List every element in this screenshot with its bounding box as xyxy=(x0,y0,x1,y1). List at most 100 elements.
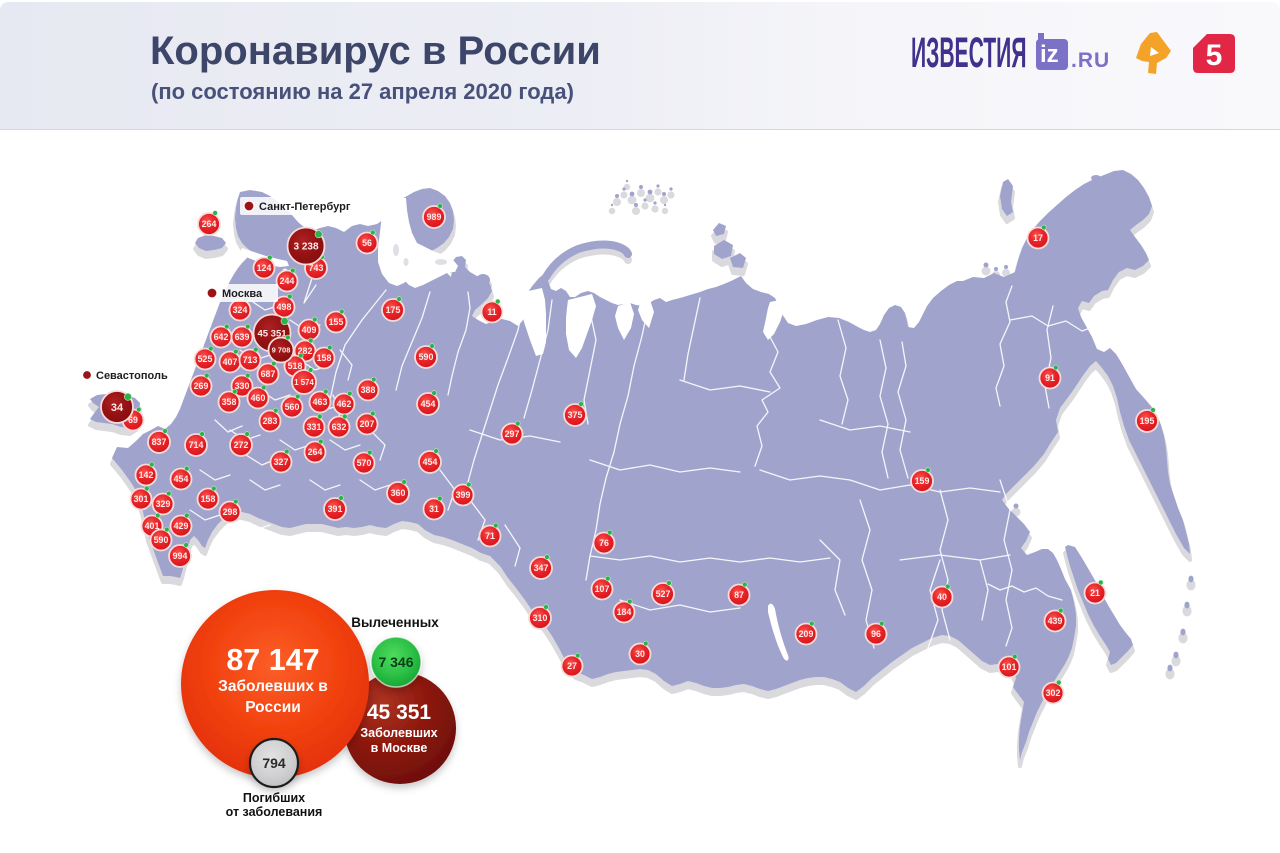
svg-text:Погибших: Погибших xyxy=(243,791,305,805)
svg-text:590: 590 xyxy=(154,535,169,545)
svg-text:358: 358 xyxy=(222,397,237,407)
svg-text:31: 31 xyxy=(429,504,439,514)
svg-text:642: 642 xyxy=(214,332,229,342)
svg-text:159: 159 xyxy=(915,476,930,486)
svg-text:837: 837 xyxy=(152,437,167,447)
svg-text:87: 87 xyxy=(734,590,744,600)
svg-text:282: 282 xyxy=(298,346,313,356)
svg-text:462: 462 xyxy=(337,399,352,409)
svg-text:76: 76 xyxy=(599,538,609,548)
svg-text:301: 301 xyxy=(134,494,149,504)
svg-text:713: 713 xyxy=(243,355,258,365)
svg-text:439: 439 xyxy=(1048,616,1063,626)
svg-text:Москва: Москва xyxy=(222,288,263,300)
svg-text:Заболевших: Заболевших xyxy=(360,726,437,740)
svg-text:155: 155 xyxy=(329,317,344,327)
svg-text:272: 272 xyxy=(234,440,249,450)
svg-text:360: 360 xyxy=(391,488,406,498)
svg-text:158: 158 xyxy=(317,353,332,363)
svg-text:87 147: 87 147 xyxy=(226,643,319,677)
svg-text:21: 21 xyxy=(1090,588,1100,598)
svg-text:994: 994 xyxy=(173,551,188,561)
svg-text:347: 347 xyxy=(534,563,549,573)
svg-text:298: 298 xyxy=(223,507,238,517)
svg-text:302: 302 xyxy=(1046,688,1061,698)
svg-text:498: 498 xyxy=(277,302,292,312)
svg-text:124: 124 xyxy=(257,263,272,273)
svg-text:101: 101 xyxy=(1002,662,1017,672)
svg-text:в Москве: в Москве xyxy=(371,741,428,755)
svg-text:71: 71 xyxy=(485,531,495,541)
svg-text:463: 463 xyxy=(313,397,328,407)
svg-text:Вылеченных: Вылеченных xyxy=(351,615,439,630)
svg-text:184: 184 xyxy=(617,607,632,617)
svg-text:570: 570 xyxy=(357,458,372,468)
svg-text:269: 269 xyxy=(194,381,209,391)
svg-text:454: 454 xyxy=(174,474,189,484)
svg-text:330: 330 xyxy=(235,381,250,391)
svg-text:391: 391 xyxy=(328,504,343,514)
svg-text:40: 40 xyxy=(937,592,947,602)
svg-text:560: 560 xyxy=(285,402,300,412)
svg-text:518: 518 xyxy=(288,361,303,371)
svg-text:244: 244 xyxy=(280,276,295,286)
svg-text:45 351: 45 351 xyxy=(257,328,287,339)
svg-text:632: 632 xyxy=(332,422,347,432)
svg-text:409: 409 xyxy=(302,325,317,335)
svg-text:7 346: 7 346 xyxy=(378,654,413,670)
svg-text:96: 96 xyxy=(871,629,881,639)
svg-text:714: 714 xyxy=(189,440,204,450)
svg-text:91: 91 xyxy=(1045,373,1055,383)
svg-text:Санкт-Петербург: Санкт-Петербург xyxy=(259,201,351,213)
svg-text:324: 324 xyxy=(233,305,248,315)
svg-text:297: 297 xyxy=(505,429,520,439)
svg-text:399: 399 xyxy=(456,490,471,500)
svg-text:687: 687 xyxy=(261,369,276,379)
svg-text:от заболевания: от заболевания xyxy=(226,805,323,819)
svg-text:Севастополь: Севастополь xyxy=(96,370,168,382)
svg-text:175: 175 xyxy=(386,305,401,315)
svg-text:56: 56 xyxy=(362,238,372,248)
svg-text:429: 429 xyxy=(174,521,189,531)
svg-text:158: 158 xyxy=(201,494,216,504)
svg-text:327: 327 xyxy=(274,457,289,467)
svg-text:России: России xyxy=(245,699,301,716)
svg-text:45 351: 45 351 xyxy=(367,701,432,724)
svg-text:590: 590 xyxy=(419,352,434,362)
svg-text:69: 69 xyxy=(128,415,138,425)
svg-text:527: 527 xyxy=(656,589,671,599)
svg-text:34: 34 xyxy=(111,402,124,414)
svg-text:5: 5 xyxy=(1206,39,1223,72)
svg-text:460: 460 xyxy=(251,393,266,403)
svg-text:375: 375 xyxy=(568,410,583,420)
svg-text:401: 401 xyxy=(145,521,160,531)
svg-text:3 238: 3 238 xyxy=(293,242,318,253)
svg-text:209: 209 xyxy=(799,629,814,639)
svg-text:331: 331 xyxy=(307,422,322,432)
svg-text:525: 525 xyxy=(198,354,213,364)
svg-text:388: 388 xyxy=(361,385,376,395)
svg-text:17: 17 xyxy=(1033,233,1043,243)
svg-text:794: 794 xyxy=(262,755,286,771)
svg-text:310: 310 xyxy=(533,613,548,623)
svg-text:407: 407 xyxy=(223,357,238,367)
svg-text:283: 283 xyxy=(263,416,278,426)
svg-text:Заболевших в: Заболевших в xyxy=(218,678,328,695)
svg-text:107: 107 xyxy=(595,584,610,594)
svg-text:989: 989 xyxy=(427,212,442,222)
svg-text:142: 142 xyxy=(139,470,154,480)
svg-text:454: 454 xyxy=(421,399,436,409)
svg-text:11: 11 xyxy=(487,307,496,317)
svg-text:30: 30 xyxy=(635,649,645,659)
svg-text:264: 264 xyxy=(202,219,217,229)
svg-text:207: 207 xyxy=(360,419,375,429)
svg-text:743: 743 xyxy=(309,263,324,273)
svg-text:329: 329 xyxy=(156,499,171,509)
svg-text:1 574: 1 574 xyxy=(294,378,314,387)
svg-text:264: 264 xyxy=(308,447,323,457)
svg-text:454: 454 xyxy=(423,457,438,467)
svg-text:639: 639 xyxy=(235,332,250,342)
svg-text:195: 195 xyxy=(1140,416,1155,426)
svg-text:9 708: 9 708 xyxy=(272,346,291,355)
svg-text:27: 27 xyxy=(567,661,577,671)
